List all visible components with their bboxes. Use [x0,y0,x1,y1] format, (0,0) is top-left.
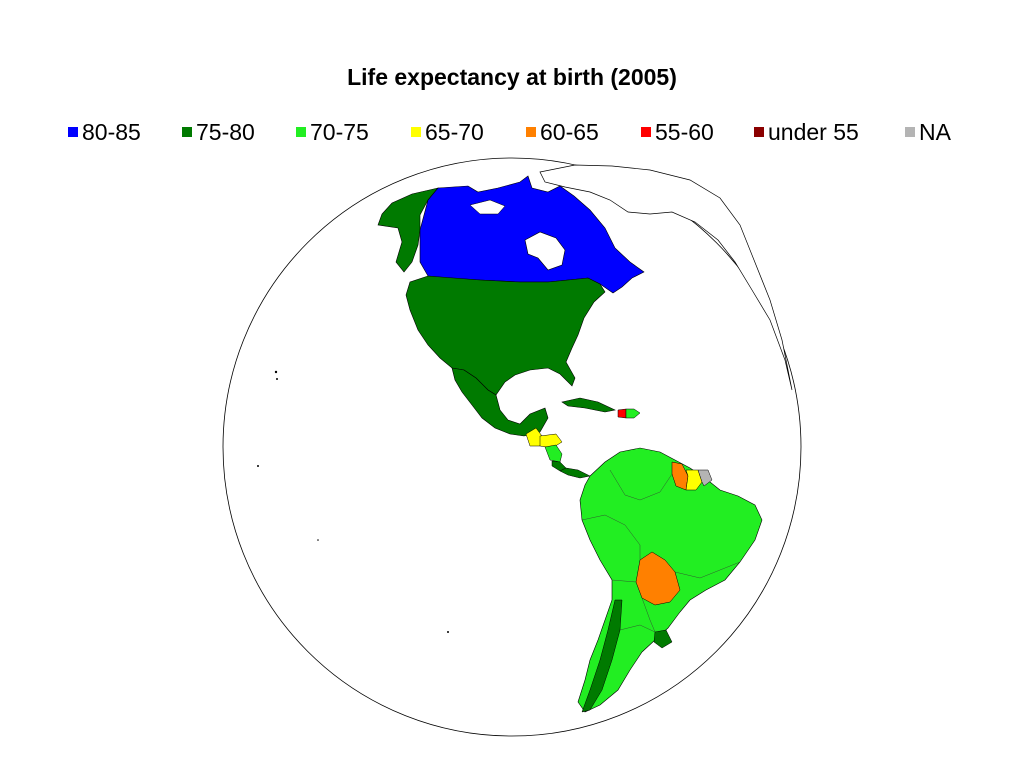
legend-swatch [68,127,78,137]
legend-swatch [411,127,421,137]
legend-item-55-60: 55-60 [641,118,714,146]
region-cuba [561,397,616,413]
legend-swatch [296,127,306,137]
legend-label: 70-75 [310,118,369,145]
legend-item-60-65: 60-65 [526,118,599,146]
hudson-bay [524,231,566,271]
legend-item-na: NA [905,118,951,146]
legend-swatch [182,127,192,137]
legend-label: under 55 [768,118,859,145]
region-haiti [617,408,627,419]
map-title: Life expectancy at birth (2005) [347,64,677,90]
region-dominican-republic [625,408,641,419]
legend-item-75-80: 75-80 [182,118,255,146]
legend-label: 75-80 [196,118,255,145]
region-greenland [539,164,793,391]
country-borders [581,469,741,633]
region-mexico [451,367,549,437]
region-honduras [539,433,563,449]
legend-label: 80-85 [82,118,141,145]
canadian-arctic-water [469,199,506,215]
legend-label: NA [919,118,951,145]
legend-item-under-55: under 55 [754,118,859,146]
legend: 80-85 75-80 70-75 65-70 60-65 55-60 unde… [0,118,1024,146]
region-alaska [377,187,439,273]
region-chile [581,599,623,713]
region-bolivia [635,551,681,606]
region-french-guiana [697,469,713,487]
legend-label: 55-60 [655,118,714,145]
legend-swatch [905,127,915,137]
legend-swatch [754,127,764,137]
region-uruguay [653,629,673,649]
legend-item-70-75: 70-75 [296,118,369,146]
region-united-states [405,275,606,396]
legend-swatch [641,127,651,137]
legend-item-65-70: 65-70 [411,118,484,146]
legend-swatch [526,127,536,137]
legend-item-80-85: 80-85 [68,118,141,146]
small-islands [257,370,449,633]
legend-label: 60-65 [540,118,599,145]
legend-label: 65-70 [425,118,484,145]
region-nicaragua [544,444,563,463]
